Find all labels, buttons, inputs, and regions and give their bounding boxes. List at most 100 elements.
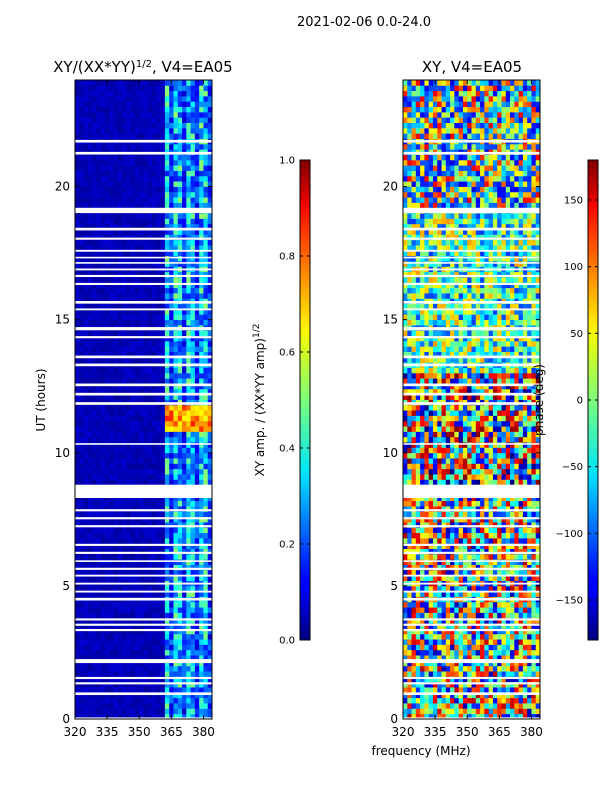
amplitude-cell: [79, 191, 84, 198]
amplitude-cell: [143, 697, 149, 704]
amplitude-cell: [147, 293, 153, 299]
amplitude-cell: [117, 527, 123, 534]
phase-cell: [428, 681, 434, 688]
phase-cell: [407, 628, 412, 635]
phase-cell: [424, 601, 430, 608]
amplitude-cell: [100, 521, 106, 528]
amplitude-cell: [75, 649, 80, 656]
phase-cell: [522, 617, 528, 624]
amplitude-cell: [87, 117, 93, 123]
amplitude-cell: [143, 521, 149, 528]
amplitude-cell: [100, 527, 106, 534]
amplitude-cell: [117, 532, 123, 539]
amplitude-cell: [194, 378, 200, 384]
amplitude-cell: [104, 154, 110, 161]
amplitude-cell: [147, 474, 153, 480]
amplitude-cell: [186, 271, 191, 278]
amplitude-cell: [177, 197, 183, 203]
amplitude-cell: [117, 191, 123, 198]
amplitude-cell: [79, 95, 84, 102]
amplitude-cell: [156, 537, 162, 544]
amplitude-cell: [117, 213, 123, 219]
amplitude-cell: [79, 271, 84, 278]
amplitude-cell: [173, 90, 179, 97]
amplitude-cell: [207, 383, 213, 390]
amplitude-cell: [92, 708, 97, 715]
amplitude-cell: [87, 218, 93, 225]
amplitude-cell: [75, 452, 80, 459]
phase-cell: [484, 607, 490, 613]
amplitude-cell: [173, 532, 179, 539]
phase-cell: [488, 681, 494, 688]
amplitude-cell: [117, 159, 123, 166]
amplitude-cell: [122, 202, 127, 209]
amplitude-cell: [156, 655, 162, 661]
amplitude-cell: [207, 271, 213, 278]
amplitude-cell: [207, 255, 213, 262]
amplitude-cell: [87, 367, 93, 374]
amplitude-cell: [126, 106, 132, 113]
amplitude-cell: [109, 575, 114, 581]
phase-cell: [462, 655, 468, 661]
amplitude-cell: [92, 479, 97, 486]
amplitude-cell: [109, 287, 114, 294]
phase-cell: [437, 564, 442, 571]
phase-cell: [518, 676, 524, 683]
amplitude-cell: [160, 127, 166, 134]
amplitude-cell: [109, 681, 114, 688]
amplitude-cell: [109, 559, 114, 565]
amplitude-cell: [122, 154, 127, 161]
phase-cell: [522, 692, 528, 699]
amplitude-cell: [160, 687, 166, 693]
phase-cell: [492, 628, 498, 635]
amplitude-cell: [152, 287, 157, 294]
amplitude-cell: [147, 213, 153, 219]
amplitude-cell: [169, 617, 174, 624]
amplitude-cell: [134, 101, 140, 108]
amplitude-cell: [96, 261, 102, 267]
amplitude-cell: [92, 415, 97, 422]
amplitude-cell: [122, 271, 127, 278]
amplitude-cell: [113, 548, 119, 555]
amplitude-cell: [177, 367, 183, 374]
phase-cell: [437, 601, 442, 608]
phase-cell: [454, 681, 460, 688]
amplitude-cell: [79, 511, 84, 518]
amplitude-cell: [160, 106, 166, 113]
amplitude-cell: [79, 127, 84, 134]
amplitude-cell: [147, 80, 153, 86]
amplitude-cell: [164, 644, 170, 651]
amplitude-cell: [83, 277, 89, 283]
amplitude-cell: [96, 143, 102, 150]
phase-cell: [415, 692, 421, 699]
phase-cell: [424, 564, 430, 571]
phase-cell: [535, 601, 541, 608]
phase-cell: [471, 697, 477, 704]
amplitude-cell: [92, 223, 97, 230]
phase-cell: [488, 623, 494, 629]
phase-cell: [441, 660, 447, 667]
amplitude-cell: [134, 559, 140, 565]
amplitude-cell: [92, 143, 97, 150]
amplitude-cell: [96, 159, 102, 166]
amplitude-cell: [122, 649, 127, 656]
amplitude-cell: [122, 665, 127, 672]
amplitude-cell: [130, 633, 136, 640]
amplitude-cell: [182, 458, 187, 464]
amplitude-cell: [207, 639, 213, 645]
amplitude-cell: [164, 356, 170, 363]
phase-cell: [535, 553, 541, 560]
amplitude-cell: [104, 404, 110, 411]
amplitude-cell: [190, 410, 196, 416]
amplitude-gap: [75, 525, 212, 528]
phase-cell: [454, 543, 460, 549]
amplitude-cell: [199, 649, 204, 656]
phase-cell: [518, 628, 524, 635]
amplitude-cell: [177, 255, 183, 262]
amplitude-cell: [147, 617, 153, 624]
amplitude-cell: [173, 293, 179, 299]
phase-cell: [514, 575, 519, 581]
amplitude-cell: [160, 159, 166, 166]
amplitude-cell: [207, 516, 213, 523]
amplitude-cell: [143, 559, 149, 565]
